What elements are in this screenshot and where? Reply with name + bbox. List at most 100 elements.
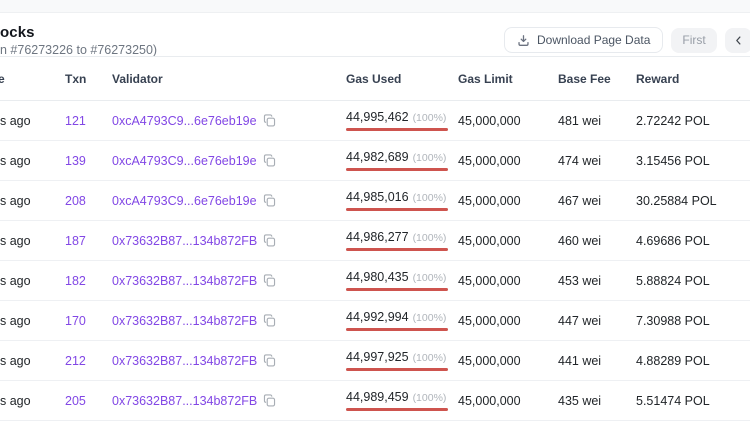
validator-cell: 0x73632B87...134b872FB	[112, 314, 346, 328]
base-fee-value: 460 wei	[558, 233, 602, 248]
reward-value: 4.69686 POL	[636, 233, 710, 248]
reward-value: 2.72242 POL	[636, 113, 710, 128]
reward-value: 4.88289 POL	[636, 353, 710, 368]
col-header-txn: Txn	[65, 71, 87, 86]
toolbar: Download Page Data First Page 1	[504, 27, 750, 53]
block-age: s ago	[0, 313, 31, 328]
table-body: s ago 121 0xcA4793C9...6e76eb19e 44,995,…	[0, 101, 750, 421]
validator-link[interactable]: 0x73632B87...134b872FB	[112, 273, 258, 288]
gas-limit-value: 45,000,000	[458, 193, 521, 208]
gas-used-percent: (100%)	[412, 192, 447, 205]
copy-icon[interactable]	[263, 154, 276, 167]
validator-link[interactable]: 0xcA4793C9...6e76eb19e	[112, 113, 257, 128]
gas-used-percent: (100%)	[412, 112, 447, 125]
copy-icon[interactable]	[263, 114, 276, 127]
reward-value: 5.88824 POL	[636, 273, 710, 288]
txn-count-cell: 205	[65, 394, 112, 408]
gas-used-percent: (100%)	[412, 312, 447, 325]
gas-limit-value: 45,000,000	[458, 113, 521, 128]
validator-link[interactable]: 0x73632B87...134b872FB	[112, 353, 258, 368]
reward-value: 30.25884 POL	[636, 193, 717, 208]
reward-value: 3.15456 POL	[636, 153, 710, 168]
gas-used-percent: (100%)	[412, 272, 447, 285]
gas-used-progress-bar	[346, 127, 448, 131]
txn-count-link[interactable]: 187	[65, 233, 86, 248]
page-subtitle: n #76273226 to #76273250)	[0, 43, 158, 57]
gas-used-cell: 44,985,016 (100%)	[346, 190, 458, 211]
txn-count-cell: 208	[65, 194, 112, 208]
base-fee-value: 453 wei	[558, 273, 602, 288]
download-button-label: Download Page Data	[537, 33, 651, 47]
copy-icon[interactable]	[263, 394, 276, 407]
validator-link[interactable]: 0x73632B87...134b872FB	[112, 313, 258, 328]
block-age: s ago	[0, 113, 31, 128]
gas-used-cell: 44,997,925 (100%)	[346, 350, 458, 371]
col-header-reward: Reward	[636, 71, 680, 86]
gas-used-progress-bar	[346, 327, 448, 331]
gas-used-progress-bar	[346, 287, 448, 291]
txn-count-link[interactable]: 121	[65, 113, 86, 128]
validator-link[interactable]: 0xcA4793C9...6e76eb19e	[112, 153, 257, 168]
table-row: s ago 208 0xcA4793C9...6e76eb19e 44,985,…	[0, 181, 750, 221]
gas-used-value: 44,989,459	[346, 390, 409, 405]
page-title: ocks	[0, 24, 35, 41]
gas-used-cell: 44,989,459 (100%)	[346, 390, 458, 411]
gas-used-cell: 44,995,462 (100%)	[346, 110, 458, 131]
copy-icon[interactable]	[263, 314, 276, 327]
table-row: s ago 212 0x73632B87...134b872FB 44,997,…	[0, 341, 750, 381]
validator-link[interactable]: 0xcA4793C9...6e76eb19e	[112, 193, 257, 208]
blocks-table: Age Txn Validator Gas Used Gas Limit Bas…	[0, 57, 750, 421]
gas-limit-value: 45,000,000	[458, 153, 521, 168]
col-header-base-fee: Base Fee	[558, 71, 611, 86]
base-fee-value: 435 wei	[558, 393, 602, 408]
gas-used-percent: (100%)	[412, 352, 447, 365]
table-row: s ago 182 0x73632B87...134b872FB 44,980,…	[0, 261, 750, 301]
gas-limit-value: 45,000,000	[458, 273, 521, 288]
table-row: s ago 139 0xcA4793C9...6e76eb19e 44,982,…	[0, 141, 750, 181]
txn-count-link[interactable]: 182	[65, 273, 86, 288]
first-page-button[interactable]: First	[671, 27, 717, 53]
block-age: s ago	[0, 353, 31, 368]
gas-used-percent: (100%)	[412, 232, 447, 245]
txn-count-link[interactable]: 205	[65, 393, 86, 408]
block-age: s ago	[0, 153, 31, 168]
validator-cell: 0xcA4793C9...6e76eb19e	[112, 154, 346, 168]
gas-limit-value: 45,000,000	[458, 393, 521, 408]
txn-count-link[interactable]: 208	[65, 193, 86, 208]
prev-page-button[interactable]	[724, 27, 750, 53]
gas-used-progress-bar	[346, 207, 448, 211]
col-header-validator: Validator	[112, 71, 163, 86]
table-row: s ago 121 0xcA4793C9...6e76eb19e 44,995,…	[0, 101, 750, 141]
validator-link[interactable]: 0x73632B87...134b872FB	[112, 393, 258, 408]
copy-icon[interactable]	[263, 234, 276, 247]
top-band	[0, 0, 750, 13]
validator-link[interactable]: 0x73632B87...134b872FB	[112, 233, 258, 248]
gas-used-cell: 44,982,689 (100%)	[346, 150, 458, 171]
block-age: s ago	[0, 393, 31, 408]
gas-used-progress-bar	[346, 167, 448, 171]
block-age: s ago	[0, 233, 31, 248]
card-top-border	[0, 56, 750, 57]
gas-used-value: 44,995,462	[346, 110, 409, 125]
validator-cell: 0xcA4793C9...6e76eb19e	[112, 194, 346, 208]
copy-icon[interactable]	[263, 274, 276, 287]
gas-used-cell: 44,980,435 (100%)	[346, 270, 458, 291]
gas-limit-value: 45,000,000	[458, 313, 521, 328]
block-age: s ago	[0, 193, 31, 208]
download-icon	[517, 34, 530, 47]
gas-used-value: 44,985,016	[346, 190, 409, 205]
col-header-gas-limit: Gas Limit	[458, 71, 513, 86]
validator-cell: 0x73632B87...134b872FB	[112, 394, 346, 408]
txn-count-link[interactable]: 170	[65, 313, 86, 328]
gas-used-percent: (100%)	[412, 152, 447, 165]
txn-count-link[interactable]: 139	[65, 153, 86, 168]
base-fee-value: 441 wei	[558, 353, 602, 368]
download-page-data-button[interactable]: Download Page Data	[504, 27, 664, 53]
gas-used-progress-bar	[346, 247, 448, 251]
copy-icon[interactable]	[263, 354, 276, 367]
gas-used-progress-bar	[346, 407, 448, 411]
table-header-row: Age Txn Validator Gas Used Gas Limit Bas…	[0, 57, 750, 101]
txn-count-link[interactable]: 212	[65, 353, 86, 368]
copy-icon[interactable]	[263, 194, 276, 207]
txn-count-cell: 170	[65, 314, 112, 328]
